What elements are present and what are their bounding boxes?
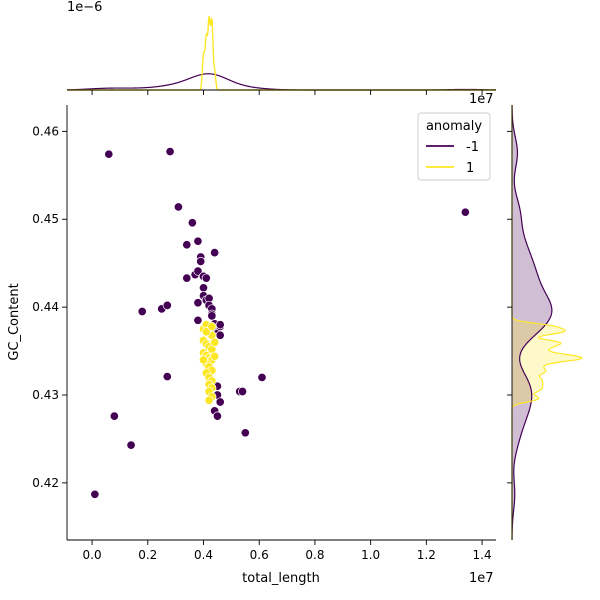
y-tick-label: 0.44	[32, 300, 59, 314]
scatter-point-anomaly-minus1	[257, 372, 267, 382]
y-tick-label: 0.45	[32, 212, 59, 226]
top-marginal-kde-anomaly-1	[67, 15, 496, 91]
scatter-point-anomaly-minus1	[210, 248, 220, 258]
scatter-point-anomaly-minus1	[193, 315, 203, 325]
scatter-point-anomaly-minus1	[126, 440, 136, 450]
scatter-points	[90, 147, 470, 499]
y-axis-label: GC_Content	[7, 283, 22, 360]
scatter-point-anomaly-minus1	[215, 320, 225, 330]
scatter-point-anomaly-minus1	[240, 428, 250, 438]
x-axis-offset-label: 1e7	[469, 571, 494, 586]
top-marginal-kde-anomaly-minus1	[66, 73, 497, 91]
legend-label-anomaly-minus1: -1	[466, 140, 479, 155]
scatter-point-anomaly-minus1	[198, 283, 209, 293]
scatter-point-anomaly-1	[201, 327, 211, 337]
x-axis-label: total_length	[242, 571, 320, 586]
scatter-point-anomaly-minus1	[137, 306, 147, 317]
scatter-point-anomaly-minus1	[212, 411, 222, 421]
scatter-point-anomaly-minus1	[165, 147, 175, 157]
x-tick-label: 0.4	[194, 548, 213, 562]
scatter-point-anomaly-1	[198, 355, 209, 365]
top-marginal-plot: 1e−6	[66, 0, 497, 95]
scatter-point-anomaly-1	[207, 321, 217, 332]
scatter-point-anomaly-minus1	[104, 149, 114, 159]
y-tick-label: 0.46	[32, 124, 59, 138]
scatter-point-anomaly-minus1	[215, 397, 225, 407]
scatter-point-anomaly-minus1	[237, 386, 248, 397]
main-scatter-axes: 0.0 0.2 0.4 0.6 0.8 1.0 1.2 1.4 0.420.430.440.4…	[7, 105, 496, 586]
scatter-point-anomaly-minus1	[162, 300, 172, 310]
scatter-point-anomaly-minus1	[215, 330, 225, 340]
x-tick-label: 0.2	[138, 548, 157, 562]
x-tick-label: 1.2	[417, 548, 436, 562]
scatter-point-anomaly-1	[204, 395, 214, 405]
x-tick-label: 0.6	[250, 548, 269, 562]
x-axis-ticks: 0.0 0.2 0.4 0.6 0.8 1.0 1.2 1.4	[83, 540, 492, 562]
y-tick-label: 0.43	[32, 388, 59, 402]
top-marginal-offset-label: 1e−6	[67, 0, 102, 15]
scatter-point-anomaly-minus1	[90, 489, 100, 499]
x-tick-label: 1.4	[473, 548, 492, 562]
x-tick-label: 1.0	[361, 548, 380, 562]
scatter-point-anomaly-minus1	[201, 273, 211, 283]
scatter-point-anomaly-minus1	[173, 202, 183, 212]
scatter-point-anomaly-minus1	[193, 236, 203, 246]
legend-title: anomaly	[426, 119, 482, 134]
scatter-point-anomaly-minus1	[162, 371, 172, 382]
scatter-point-anomaly-minus1	[187, 218, 197, 228]
scatter-point-anomaly-minus1	[182, 240, 192, 250]
scatter-point-anomaly-1	[210, 337, 220, 347]
right-marginal-plot: 1e7	[469, 92, 583, 541]
right-marginal-ticks	[507, 130, 512, 484]
legend: anomaly -1 1	[417, 112, 491, 181]
scatter-point-anomaly-1	[210, 351, 220, 361]
right-marginal-offset-label: 1e7	[469, 92, 494, 107]
y-axis-ticks: 0.42 0.43 0.44 0.45 0.46	[32, 124, 67, 490]
legend-label-anomaly-1: 1	[466, 161, 474, 176]
x-tick-label: 0.0	[83, 548, 102, 562]
y-tick-label: 0.42	[32, 476, 59, 490]
scatter-point-anomaly-minus1	[109, 411, 119, 421]
scatter-point-anomaly-minus1	[460, 207, 470, 217]
top-marginal-ticks	[91, 90, 483, 95]
right-marginal-kde-anomaly-minus1	[511, 104, 553, 541]
scatter-point-anomaly-minus1	[196, 256, 206, 266]
scatter-point-anomaly-minus1	[193, 266, 203, 276]
scatter-point-anomaly-minus1	[193, 298, 203, 308]
x-tick-label: 0.8	[305, 548, 324, 562]
scatter-point-anomaly-minus1	[207, 311, 217, 321]
scatter-point-anomaly-minus1	[182, 273, 192, 283]
